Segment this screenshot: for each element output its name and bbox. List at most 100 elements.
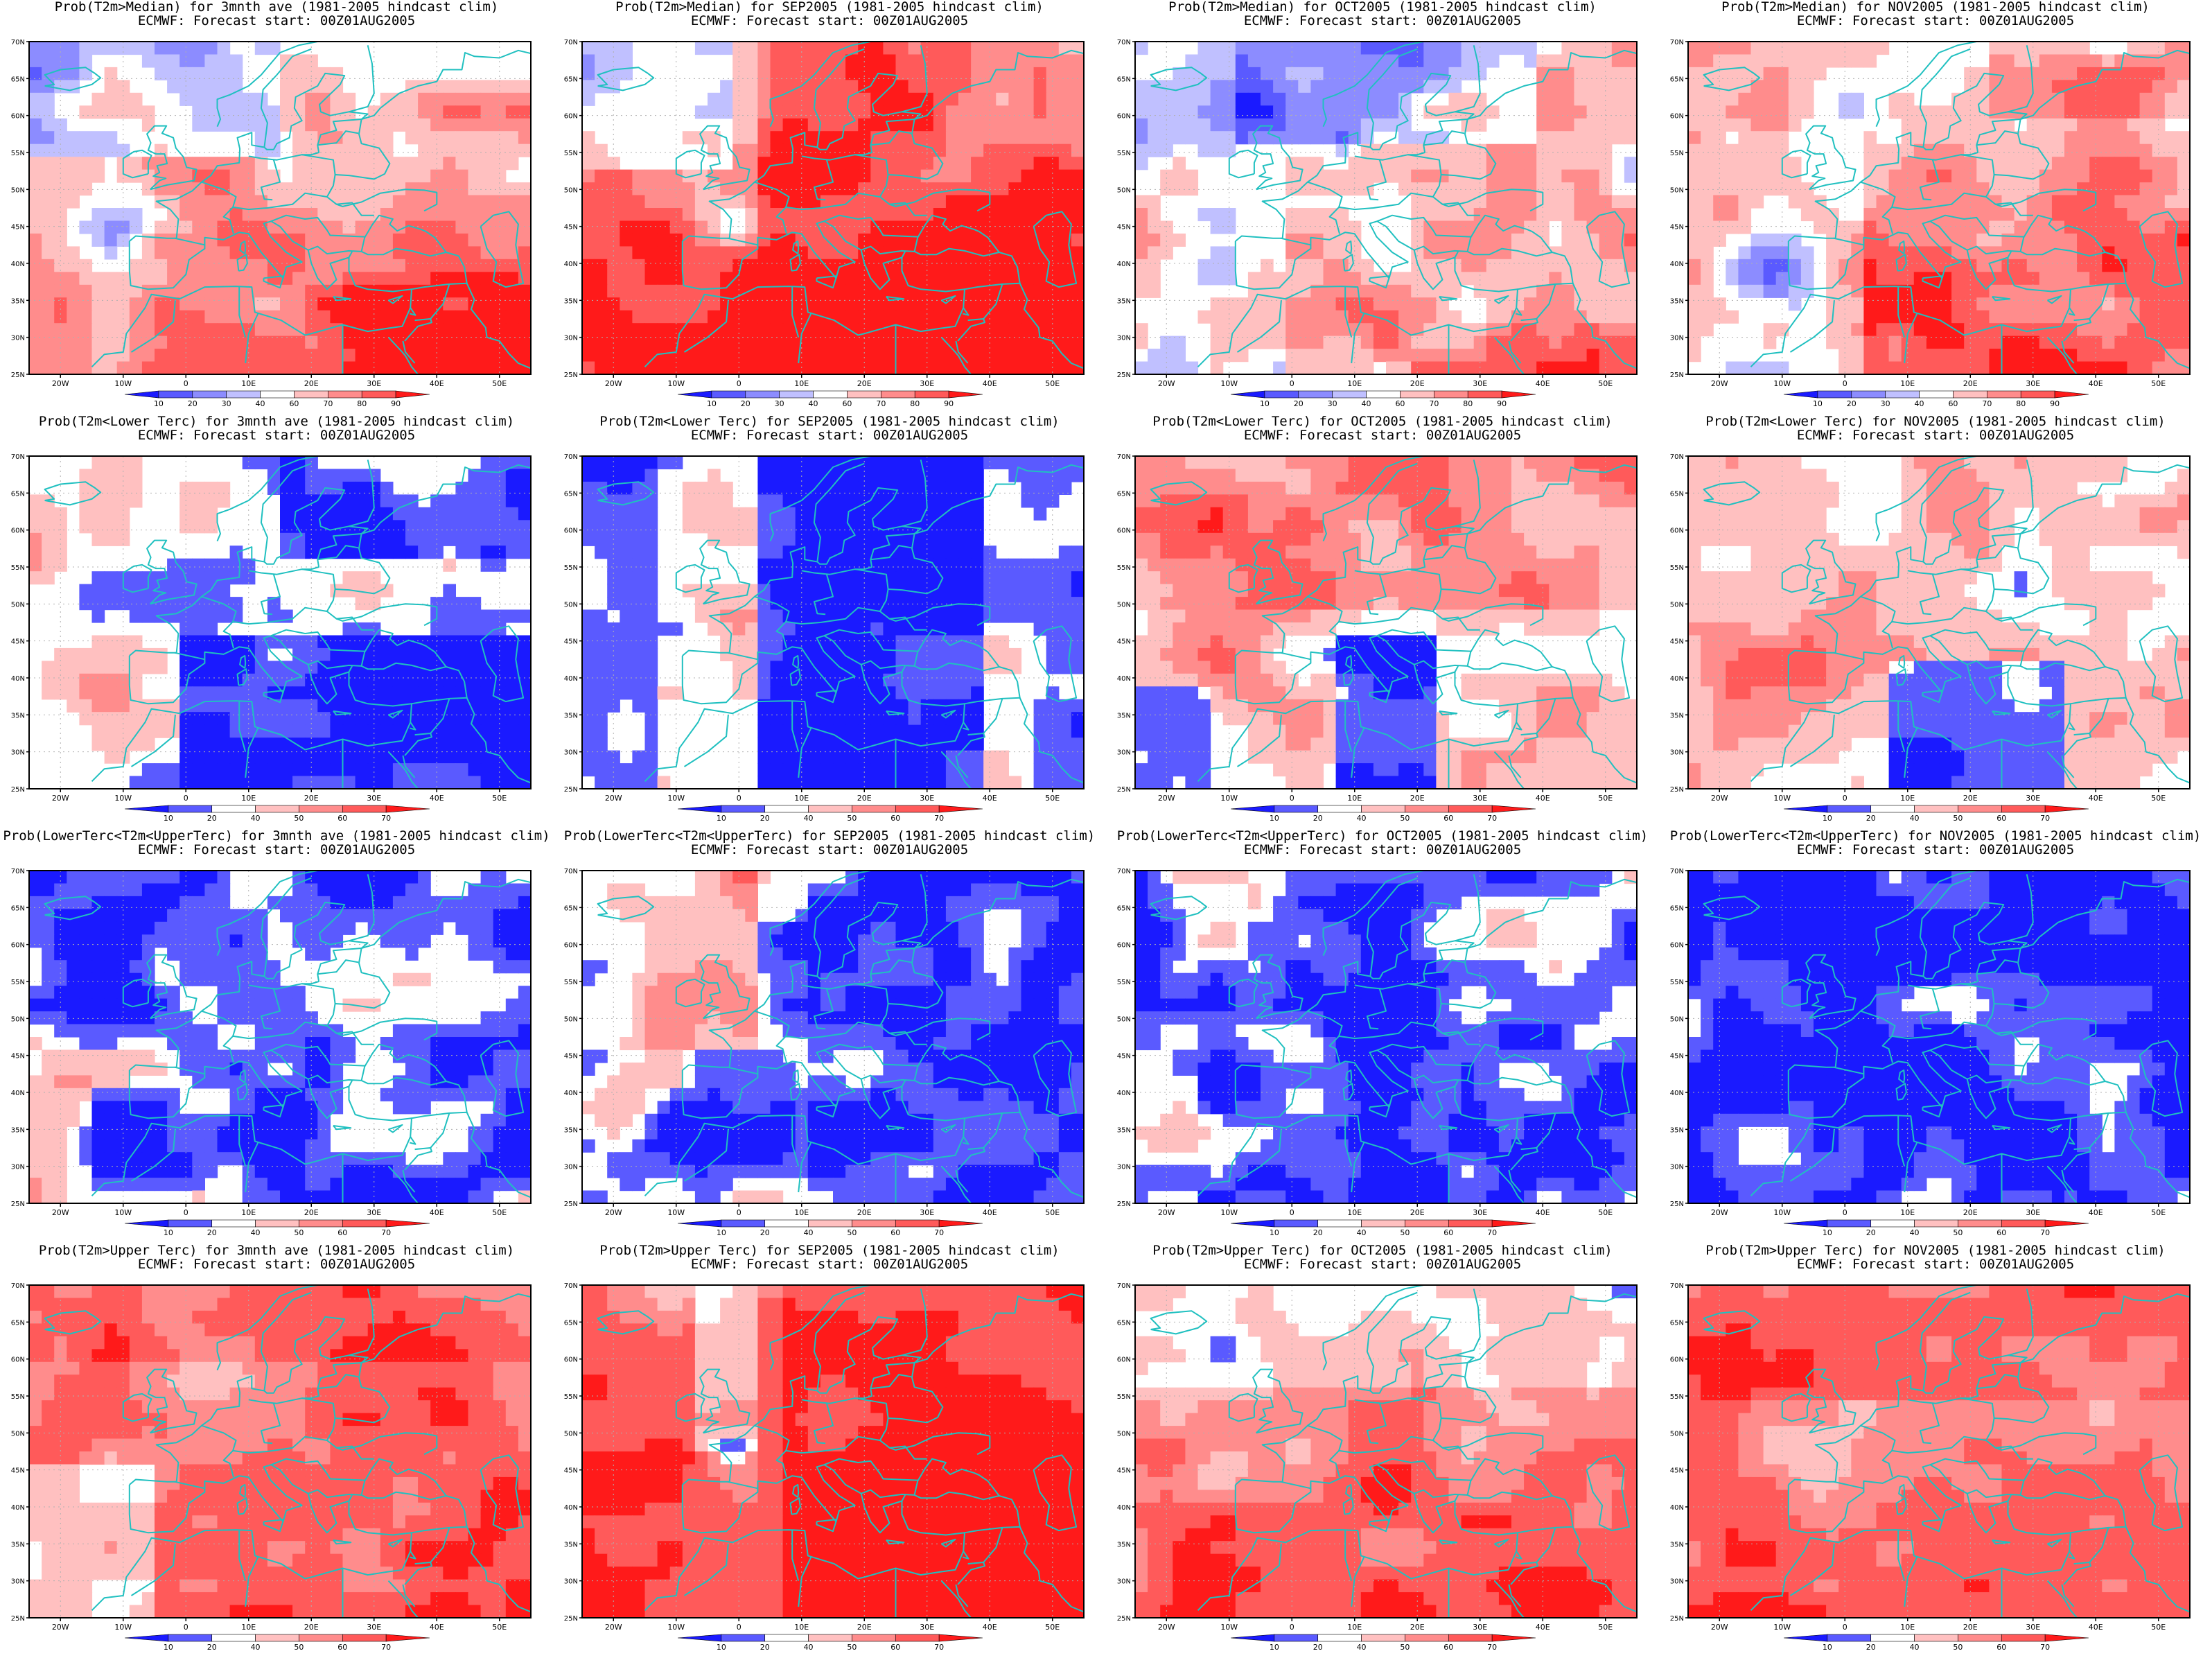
colorbar-label: 30	[1328, 399, 1337, 408]
lat-tick-label: 55N	[564, 1393, 578, 1401]
colorbar-label: 60	[337, 814, 347, 823]
lat-tick-label: 55N	[11, 979, 25, 986]
colorbar-bin	[124, 1219, 169, 1228]
lon-tick-label: 10E	[1347, 1208, 1362, 1217]
lat-tick-label: 45N	[564, 638, 578, 646]
lat-tick-label: 70N	[564, 39, 578, 46]
colorbar-bin	[948, 390, 983, 399]
panel-title: Prob(LowerTerc<T2m<UpperTerc) for OCT200…	[1116, 828, 1649, 844]
probability-field	[1135, 456, 1637, 789]
colorbar-bin	[852, 1219, 896, 1228]
lat-tick-label: 60N	[11, 113, 25, 121]
lon-tick-label: 10E	[794, 1208, 809, 1217]
lat-tick-label: 65N	[1117, 1319, 1131, 1327]
colorbar-bin	[1783, 1219, 1828, 1228]
lon-tick-label: 10E	[1900, 1623, 1915, 1632]
lat-tick-label: 60N	[564, 527, 578, 535]
lon-tick-label: 40E	[430, 379, 444, 388]
lon-tick-label: 20W	[1158, 794, 1175, 803]
lon-tick-label: 10W	[1220, 1623, 1238, 1632]
lon-tick-label: 40E	[1536, 1623, 1550, 1632]
colorbar-bin	[1264, 390, 1299, 399]
colorbar-bin	[1298, 390, 1333, 399]
lat-tick-label: 30N	[564, 1578, 578, 1586]
colorbar-bin	[1987, 390, 2021, 399]
colorbar-bin	[192, 390, 227, 399]
lon-tick-label: 0	[1290, 379, 1294, 388]
lon-tick-label: 10W	[1773, 1208, 1791, 1217]
lon-tick-label: 10W	[1220, 1208, 1238, 1217]
colorbar-bin	[124, 805, 169, 813]
lon-tick-label: 10E	[1900, 794, 1915, 803]
colorbar-bin	[1885, 390, 1920, 399]
lon-tick-label: 20W	[52, 1208, 69, 1217]
colorbar-label: 50	[847, 1643, 857, 1652]
lat-tick-label: 60N	[1117, 113, 1131, 121]
lon-tick-label: 40E	[2089, 794, 2103, 803]
colorbar-bin	[2001, 1219, 2046, 1228]
colorbar-bin	[260, 390, 295, 399]
coastlines	[1703, 42, 2190, 374]
coastlines	[44, 871, 531, 1203]
map-frame	[28, 870, 532, 1204]
colorbar-bin	[1491, 805, 1536, 813]
lon-tick-label: 10E	[1900, 379, 1915, 388]
colorbar-bin	[226, 390, 261, 399]
lat-tick-label: 50N	[1670, 1015, 1684, 1023]
lat-tick-label: 40N	[1670, 1504, 1684, 1512]
probability-map: 70N 65N 60N 55N 50N 45N 40N 35N 30N 25N 20W 10W 0 10E…	[1117, 39, 1638, 408]
lat-tick-label: 50N	[564, 186, 578, 194]
colorbar-bin	[1274, 1634, 1319, 1642]
colorbar-bin	[1448, 1634, 1493, 1642]
colorbar-label: 70	[876, 399, 886, 408]
colorbar-label: 70	[934, 1643, 944, 1652]
lon-tick-label: 0	[184, 379, 188, 388]
colorbar-bin	[255, 805, 299, 813]
colorbar-bin	[2020, 390, 2055, 399]
colorbar-bin	[211, 805, 256, 813]
lon-tick-label: 10W	[114, 379, 132, 388]
lon-tick-label: 20E	[1410, 379, 1425, 388]
lat-tick-label: 55N	[1670, 1393, 1684, 1401]
lat-tick-label: 30N	[1117, 335, 1131, 342]
lat-tick-label: 35N	[564, 1541, 578, 1548]
panel-title: Prob(T2m<Lower Terc) for SEP2005 (1981-2…	[599, 414, 1060, 429]
lon-tick-label: 50E	[492, 1623, 507, 1632]
colorbar-bin	[721, 1634, 766, 1642]
coastlines	[597, 456, 1084, 789]
colorbar-bin	[1827, 1634, 1872, 1642]
lat-tick-label: 60N	[1670, 113, 1684, 121]
colorbar-label: 30	[775, 399, 784, 408]
lon-tick-label: 20E	[304, 1623, 319, 1632]
colorbar-label: 20	[1847, 399, 1857, 408]
lat-tick-label: 55N	[564, 564, 578, 572]
colorbar-bin	[1919, 390, 1954, 399]
lat-tick-label: 50N	[1670, 186, 1684, 194]
colorbar-label: 40	[1910, 1228, 1920, 1237]
lat-tick-label: 60N	[1670, 1356, 1684, 1364]
colorbar-bin	[938, 1634, 983, 1642]
colorbar-bin	[2044, 1634, 2089, 1642]
colorbar-label: 20	[207, 1643, 217, 1652]
lat-tick-label: 35N	[564, 712, 578, 719]
colorbar-label: 60	[1443, 1643, 1453, 1652]
lon-tick-label: 30E	[1473, 794, 1487, 803]
colorbar-bin	[255, 1634, 299, 1642]
lat-tick-label: 40N	[1670, 675, 1684, 683]
colorbar-bin	[168, 805, 213, 813]
lat-tick-label: 40N	[564, 261, 578, 268]
probability-field	[582, 456, 1084, 789]
lat-tick-label: 45N	[11, 224, 25, 232]
lon-tick-label: 50E	[2151, 379, 2166, 388]
lon-tick-label: 20E	[1410, 1623, 1425, 1632]
lat-tick-label: 50N	[1670, 601, 1684, 609]
colorbar-label: 10	[717, 814, 726, 823]
lat-tick-label: 45N	[1117, 1053, 1131, 1061]
colorbar-bin	[342, 1219, 387, 1228]
colorbar-bin	[1958, 1219, 2002, 1228]
lon-tick-label: 40E	[2089, 1623, 2103, 1632]
colorbar-bin	[721, 1219, 766, 1228]
map-frame	[1687, 870, 2191, 1204]
lat-tick-label: 35N	[1670, 297, 1684, 305]
colorbar-bin	[168, 1219, 213, 1228]
